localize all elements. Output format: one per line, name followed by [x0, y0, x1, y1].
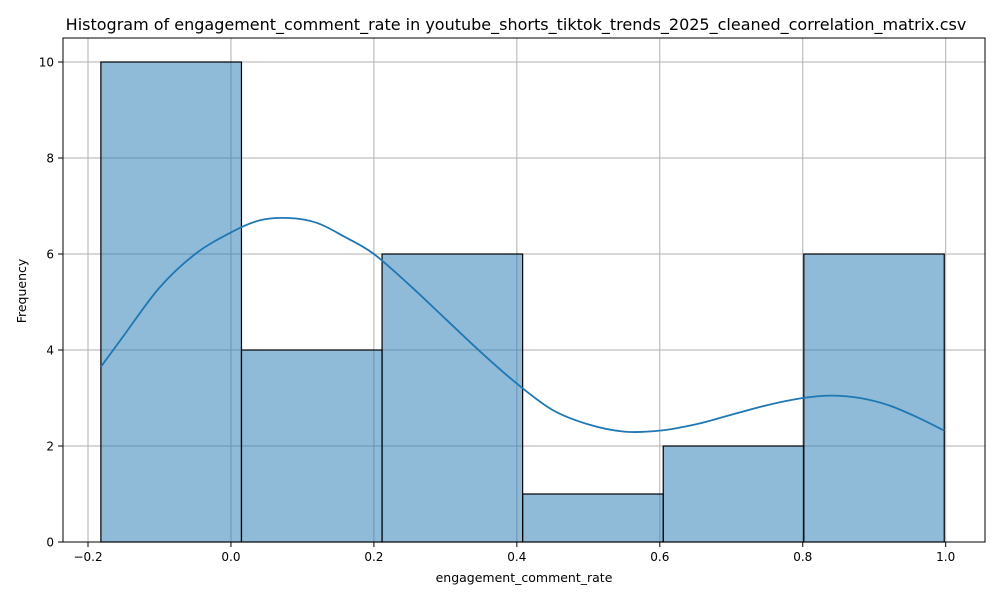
- x-tick-label: 0.6: [650, 550, 669, 564]
- x-axis-label: engagement_comment_rate: [436, 570, 613, 585]
- histogram-bar-3: [381, 253, 524, 543]
- x-axis-ticks: −0.2 0.0 0.2 0.4 0.6 0.8 1.0: [73, 542, 955, 564]
- x-tick-label: 0.2: [364, 550, 383, 564]
- x-tick-label: 1.0: [936, 550, 955, 564]
- y-tick-label: 10: [39, 56, 54, 70]
- y-tick-label: 6: [46, 248, 54, 262]
- histogram-bar-1: [100, 61, 243, 543]
- y-tick-label: 4: [46, 344, 54, 358]
- x-tick-label: 0.8: [793, 550, 812, 564]
- y-axis-ticks: 0 2 4 6 8 10: [39, 56, 63, 550]
- histogram-bar-4: [522, 493, 664, 543]
- plot-frame: [62, 37, 986, 543]
- chart-title: Histogram of engagement_comment_rate in …: [66, 15, 967, 35]
- histogram-bar-5: [662, 445, 805, 543]
- y-tick-label: 8: [46, 152, 54, 166]
- kde-curve-group: [100, 216, 945, 433]
- y-axis-label: Frequency: [14, 258, 29, 323]
- histogram-bar-6: [803, 253, 945, 543]
- x-tick-label: 0.4: [507, 550, 526, 564]
- histogram-bar-2: [240, 349, 383, 543]
- histogram-bars: [100, 61, 945, 543]
- kde-line: [100, 216, 945, 433]
- y-tick-label: 2: [46, 440, 54, 454]
- x-tick-label: −0.2: [73, 550, 102, 564]
- x-tick-label: 0.0: [221, 550, 240, 564]
- y-tick-label: 0: [46, 536, 54, 550]
